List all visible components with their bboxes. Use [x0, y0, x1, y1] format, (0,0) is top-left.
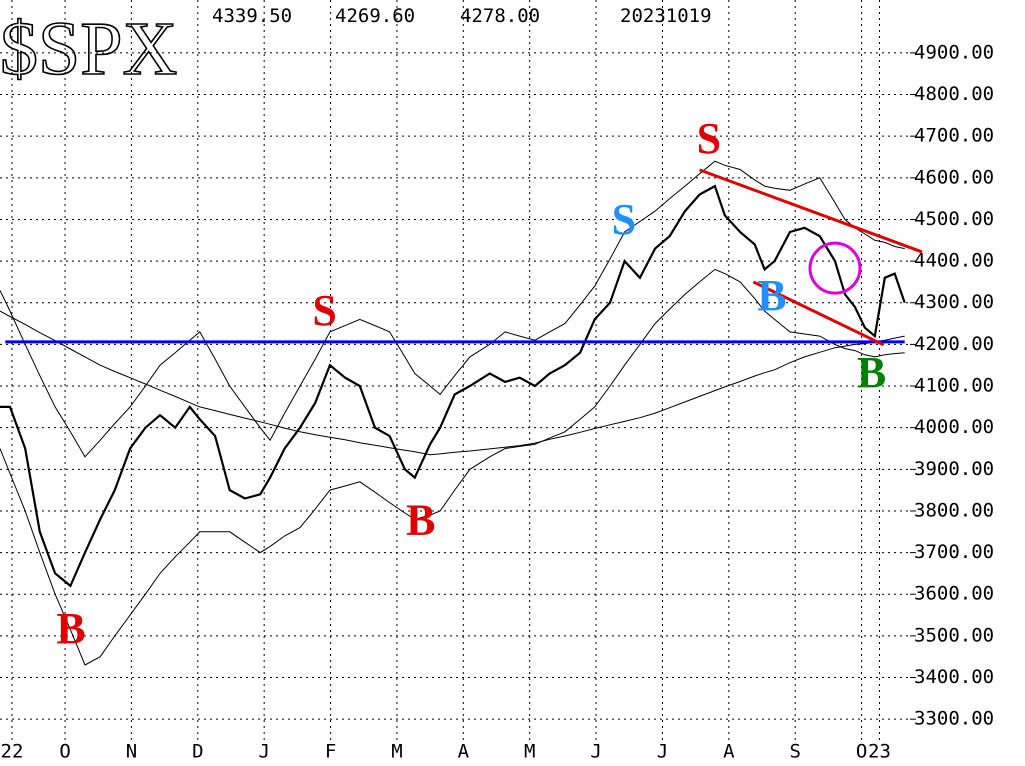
x-tick-label: F [325, 741, 336, 763]
header-value: 20231019 [620, 5, 712, 27]
header-value: 4278.00 [460, 5, 540, 27]
y-tick-label: 4900.00 [914, 41, 994, 63]
x-tick-label: M [391, 741, 402, 763]
x-tick-label: J [258, 741, 269, 763]
y-tick-label: 3700.00 [914, 541, 994, 563]
header-value: 4269.60 [335, 5, 415, 27]
trend-line [699, 168, 923, 254]
y-tick-label: 4800.00 [914, 83, 994, 105]
x-tick-label: O [856, 741, 867, 763]
x-tick-label: J [590, 741, 601, 763]
x-tick-label: 22 [1, 741, 24, 763]
y-tick-label: 4400.00 [914, 250, 994, 272]
y-tick-label: 4700.00 [914, 125, 994, 147]
y-tick-label: 3900.00 [914, 458, 994, 480]
x-tick-label: 23 [868, 741, 891, 763]
y-tick-label: 4300.00 [914, 291, 994, 313]
series-line [0, 310, 905, 456]
signal-label: B [757, 271, 786, 320]
series-line [0, 184, 906, 588]
signal-label: S [612, 195, 636, 244]
signal-label: B [56, 604, 85, 653]
x-tick-label: A [723, 741, 735, 763]
x-tick-label: A [458, 741, 470, 763]
x-tick-label: M [524, 741, 535, 763]
x-tick-label: D [192, 741, 203, 763]
series-line [0, 160, 905, 458]
y-tick-label: 4100.00 [914, 375, 994, 397]
signal-label: S [312, 286, 336, 335]
header-value: 4339.50 [212, 5, 292, 27]
y-tick-label: 3600.00 [914, 583, 994, 605]
signal-label: B [406, 495, 435, 544]
y-tick-label: 4200.00 [914, 333, 994, 355]
x-tick-label: N [126, 741, 137, 763]
trend-line [752, 280, 885, 347]
series-line [0, 268, 905, 666]
y-tick-label: 3800.00 [914, 499, 994, 521]
x-tick-label: O [59, 741, 70, 763]
chart-title: $SPX [0, 7, 177, 91]
highlight-circle [808, 241, 862, 295]
x-tick-label: J [657, 741, 668, 763]
y-tick-label: 4500.00 [914, 208, 994, 230]
y-tick-label: 4000.00 [914, 416, 994, 438]
y-tick-label: 4600.00 [914, 166, 994, 188]
signal-label: S [697, 114, 721, 163]
signal-label: B [857, 348, 886, 397]
y-tick-label: 3300.00 [914, 708, 994, 730]
y-tick-label: 3400.00 [914, 666, 994, 688]
x-tick-label: S [789, 741, 800, 763]
y-tick-label: 3500.00 [914, 624, 994, 646]
